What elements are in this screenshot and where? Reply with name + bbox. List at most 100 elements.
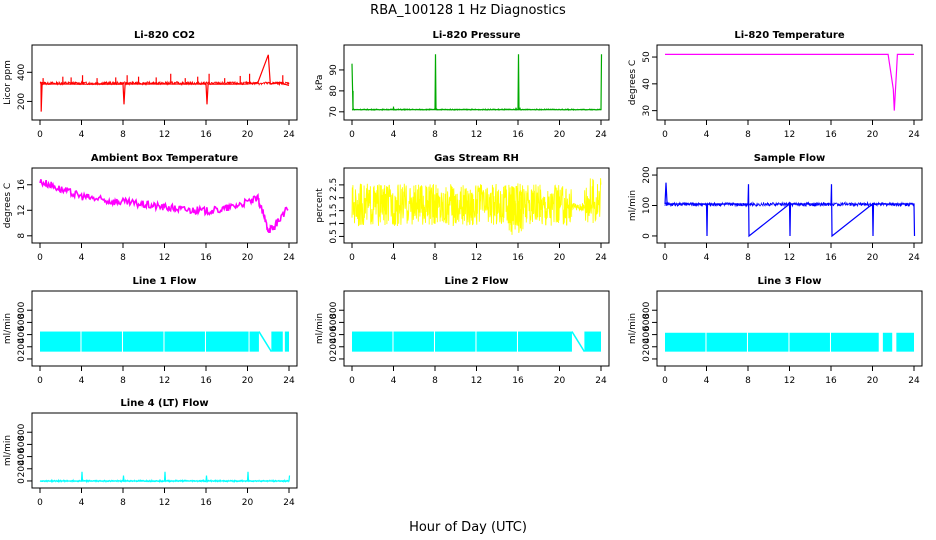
y-axis-label: ml/min <box>315 313 325 344</box>
x-tick-label: 8 <box>120 130 126 140</box>
y-tick-label: 8 <box>17 233 27 239</box>
panel-title: Li-820 Temperature <box>734 30 844 41</box>
x-tick-label: 24 <box>283 130 295 140</box>
figure-xlabel: Hour of Day (UTC) <box>409 520 527 535</box>
x-tick-label: 12 <box>159 498 170 508</box>
series-segment <box>393 331 434 352</box>
y-tick-label: 0 <box>642 233 652 239</box>
x-tick-label: 4 <box>704 376 710 386</box>
y-axis-label: kPa <box>315 75 325 91</box>
y-tick-label: 90 <box>329 64 339 76</box>
plot-frame <box>656 44 923 121</box>
x-tick-label: 4 <box>391 253 397 263</box>
series-segment <box>351 183 573 227</box>
x-tick-label: 12 <box>784 253 795 263</box>
x-tick-label: 16 <box>512 130 524 140</box>
series-segment <box>164 331 205 352</box>
y-tick-label: 200 <box>642 338 652 355</box>
x-tick-label: 4 <box>391 130 397 140</box>
y-tick-label: 2 <box>329 195 339 201</box>
panel-licor_temp: Li-820 Temperature 0 4 8 12 16 20 24 30 40 50 degre… <box>628 30 923 140</box>
x-tick-label: 12 <box>784 130 795 140</box>
y-tick-label: 0 <box>17 356 27 362</box>
x-tick-label: 24 <box>595 253 607 263</box>
series-segment <box>748 332 789 352</box>
series-segment <box>81 331 122 352</box>
x-tick-label: 16 <box>825 253 837 263</box>
panel-title: Gas Stream RH <box>434 153 519 164</box>
y-tick-label: 600 <box>17 314 27 331</box>
panel-pressure: Li-820 Pressure 0 4 8 12 16 20 24 70 80 90 kPa <box>315 30 610 140</box>
x-tick-label: 0 <box>662 130 668 140</box>
y-axis-label: ml/min <box>628 190 638 221</box>
series-connector <box>258 331 273 353</box>
series-line <box>664 182 916 238</box>
panel-title: Line 2 Flow <box>445 276 509 287</box>
x-tick-label: 16 <box>200 130 212 140</box>
x-tick-label: 8 <box>745 253 751 263</box>
x-tick-label: 24 <box>283 498 295 508</box>
y-tick-label: 1.5 <box>329 203 339 217</box>
x-tick-label: 4 <box>79 376 85 386</box>
x-tick-label: 20 <box>554 376 566 386</box>
y-tick-label: 100 <box>642 197 652 214</box>
series-segment <box>831 332 879 352</box>
x-tick-label: 24 <box>908 376 920 386</box>
y-tick-label: 12 <box>17 205 27 216</box>
series-line <box>665 53 914 111</box>
figure-title: RBA_100128 1 Hz Diagnostics <box>370 3 566 18</box>
x-tick-label: 0 <box>37 498 43 508</box>
x-tick-label: 16 <box>825 130 837 140</box>
y-tick-label: 800 <box>642 301 652 318</box>
x-tick-label: 20 <box>867 376 879 386</box>
series-segment <box>206 331 249 352</box>
series-segment <box>352 331 393 352</box>
x-tick-label: 0 <box>662 253 668 263</box>
x-tick-label: 16 <box>512 253 524 263</box>
y-tick-label: 70 <box>329 106 339 118</box>
x-tick-label: 8 <box>745 130 751 140</box>
y-tick-label: 200 <box>642 166 652 183</box>
x-tick-label: 20 <box>242 130 254 140</box>
x-tick-label: 20 <box>554 130 566 140</box>
panel-co2: Li-820 CO2 0 4 8 12 16 20 24 200 400 Licor ppm <box>3 30 298 140</box>
y-axis-label: Licor ppm <box>3 60 13 105</box>
y-tick-label: 80 <box>329 85 339 97</box>
panel-ambient_temp: Ambient Box Temperature 0 4 8 12 16 20 24 8 12 16 d… <box>3 153 298 263</box>
series-segment <box>435 331 476 352</box>
panel-title: Ambient Box Temperature <box>91 153 238 164</box>
series-segment <box>271 331 283 352</box>
x-tick-label: 24 <box>283 253 295 263</box>
series-band <box>39 179 289 234</box>
x-tick-label: 8 <box>432 130 438 140</box>
y-tick-label: 400 <box>642 326 652 343</box>
x-tick-label: 12 <box>159 130 170 140</box>
x-tick-label: 24 <box>908 253 920 263</box>
x-tick-label: 20 <box>554 253 566 263</box>
x-tick-label: 8 <box>120 498 126 508</box>
x-tick-label: 0 <box>37 376 43 386</box>
x-tick-label: 16 <box>825 376 837 386</box>
y-tick-label: 1 <box>329 221 339 227</box>
panel-title: Line 1 Flow <box>133 276 197 287</box>
series-line <box>351 54 603 111</box>
panel-title: Sample Flow <box>754 153 826 164</box>
y-tick-label: 400 <box>17 63 27 80</box>
y-tick-label: 2.5 <box>329 178 339 192</box>
y-axis-label: ml/min <box>628 313 638 344</box>
x-tick-label: 12 <box>784 376 795 386</box>
y-tick-label: 400 <box>329 326 339 343</box>
y-axis-label: degrees C <box>3 183 13 228</box>
panel-title: Line 3 Flow <box>758 276 822 287</box>
series-segment <box>476 331 517 352</box>
y-tick-label: 600 <box>329 314 339 331</box>
x-tick-label: 16 <box>512 376 524 386</box>
y-tick-label: 800 <box>17 423 27 440</box>
x-tick-label: 16 <box>200 253 212 263</box>
x-tick-label: 20 <box>867 253 879 263</box>
x-tick-label: 12 <box>159 376 170 386</box>
series-segment <box>583 178 602 224</box>
